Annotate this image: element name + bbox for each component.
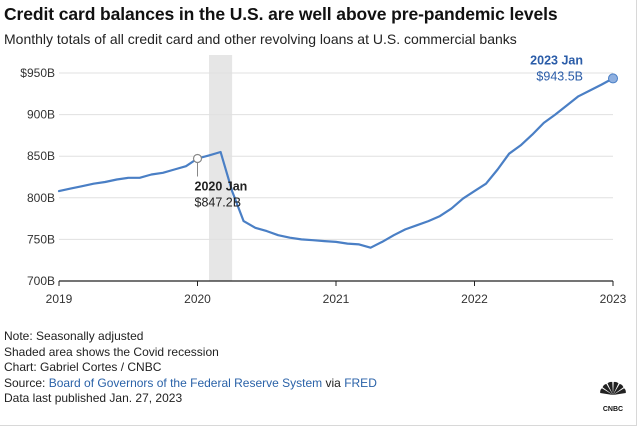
y-tick-label-750: 750B: [27, 232, 55, 246]
annotation-value-1: $943.5B: [536, 69, 583, 83]
source-link-federal-reserve[interactable]: Board of Governors of the Federal Reserv…: [48, 375, 323, 390]
axes: 700B 750B 800B 850B 900B $950B 2019 2020 2021 202…: [20, 66, 626, 306]
source-link-fred[interactable]: FRED: [344, 375, 377, 390]
recession-shade-layer: [208, 55, 233, 281]
y-tick-label-850: 850B: [27, 149, 55, 163]
peacock-feather-5: [613, 388, 626, 395]
cnbc-logo: CNBC: [600, 381, 626, 413]
annotation-value-0: $847.2B: [195, 196, 242, 210]
chart-notes: Note: Seasonally adjusted Shaded area sh…: [4, 329, 377, 407]
annotations: 2020 Jan $847.2B 2023 Jan $943.5B: [192, 55, 618, 210]
data-published-date: Data last published Jan. 27, 2023: [4, 391, 183, 405]
recession-shade: [208, 55, 233, 281]
y-tick-label-800: 800B: [27, 191, 55, 205]
x-tick-label-2022: 2022: [461, 292, 488, 306]
peacock-feather-2: [607, 381, 613, 395]
x-tick-label-2019: 2019: [46, 292, 73, 306]
x-tick-label-2020: 2020: [184, 292, 211, 306]
peacock-feather-0: [600, 388, 613, 395]
annotation-year-0: 2020 Jan: [195, 180, 248, 194]
chart-credit: Chart: Gabriel Cortes / CNBC: [4, 360, 162, 374]
cnbc-logo-text: CNBC: [603, 406, 623, 413]
series-layer: [57, 77, 615, 249]
chart-subtitle: Monthly totals of all credit card and ot…: [4, 31, 517, 47]
peacock-feather-1: [602, 383, 613, 395]
source-line: Source: Board of Governors of the Federa…: [4, 376, 377, 392]
series-line-0: [57, 77, 615, 249]
annotation-year-1: 2023 Jan: [530, 55, 583, 67]
peacock-icon: [600, 381, 626, 395]
line-chart: 700B 750B 800B 850B 900B $950B 2019 2020 2021 202…: [20, 55, 627, 306]
annotation-marker-1: [608, 73, 618, 84]
source-via: via: [322, 375, 345, 390]
y-tick-label-950: $950B: [20, 66, 55, 80]
annotation-marker-0: [192, 153, 203, 164]
y-tick-label-900: 900B: [27, 108, 55, 122]
peacock-feather-3: [613, 381, 619, 395]
gridlines: [59, 72, 613, 240]
peacock-feather-4: [613, 383, 624, 395]
chart-title: Credit card balances in the U.S. are wel…: [4, 4, 558, 24]
source-prefix: Source:: [4, 375, 49, 390]
x-tick-label-2021: 2021: [323, 292, 350, 306]
x-tick-label-2023: 2023: [600, 292, 627, 306]
note-seasonal: Note: Seasonally adjusted: [4, 329, 144, 343]
y-tick-label-700: 700B: [27, 274, 55, 288]
note-shaded: Shaded area shows the Covid recession: [4, 344, 219, 359]
